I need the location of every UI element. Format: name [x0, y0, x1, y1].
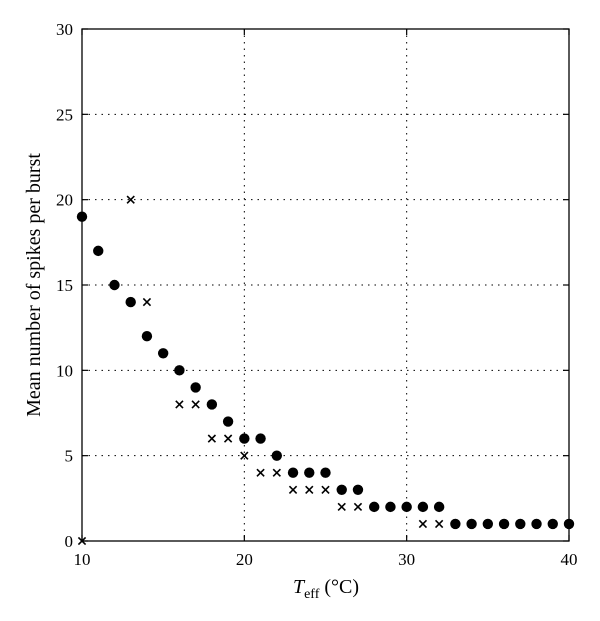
y-tick-label: 30	[56, 20, 73, 39]
y-tick-label: 5	[65, 447, 74, 466]
data-point-circle	[222, 416, 234, 427]
x-axis-label-symbol: T	[293, 576, 306, 598]
x-axis-label: Teff (°C)	[293, 576, 359, 602]
data-point-circle	[320, 467, 331, 478]
y-tick-label: 10	[56, 361, 73, 380]
data-point-circle	[76, 211, 88, 222]
data-point-circle	[125, 296, 136, 308]
data-point-circle	[369, 501, 380, 513]
plot-frame	[81, 28, 570, 542]
data-point-circle	[190, 382, 201, 393]
data-point-cross	[353, 502, 363, 512]
data-point-cross	[272, 468, 281, 477]
data-point-cross	[418, 519, 428, 529]
data-point-cross	[240, 451, 249, 460]
y-axis-label: Mean number of spikes per burst	[23, 153, 45, 417]
data-point-circle	[174, 365, 185, 376]
x-axis-label-unit: (°C)	[319, 576, 359, 598]
data-point-circle	[482, 518, 494, 530]
grid-lines	[82, 29, 569, 541]
data-point-cross	[223, 434, 233, 443]
y-tick-label: 15	[56, 276, 73, 295]
data-point-cross	[434, 519, 444, 529]
data-point-cross	[191, 400, 200, 409]
data-point-circle	[563, 518, 575, 530]
data-point-cross	[142, 297, 152, 307]
y-tick-label: 0	[65, 532, 74, 551]
data-point-circle	[271, 450, 282, 461]
data-point-circle	[417, 501, 429, 513]
data-point-circle	[109, 279, 120, 291]
data-point-circle	[352, 484, 364, 495]
tick-labels: 10 20 30 40 0 5 10 15 20 25 30	[56, 20, 578, 569]
y-tick-label: 25	[56, 105, 73, 124]
data-point-circle	[157, 348, 169, 359]
data-point-circle	[304, 467, 315, 478]
data-point-circle	[141, 331, 153, 342]
x-axis-label-subscript: eff	[304, 587, 320, 602]
x-tick-label: 40	[561, 550, 578, 569]
data-point-circle	[287, 467, 299, 478]
data-point-circle	[93, 245, 104, 257]
data-point-circle	[531, 518, 542, 530]
axis-ticks	[81, 28, 570, 542]
x-tick-label: 30	[398, 550, 415, 569]
data-point-cross	[77, 536, 87, 546]
x-tick-label: 20	[236, 550, 253, 569]
data-point-circle	[255, 433, 266, 444]
data-point-cross	[126, 195, 135, 204]
data-point-circle	[466, 518, 477, 530]
data-point-circle	[547, 518, 558, 530]
data-point-cross	[175, 400, 184, 409]
data-point-cross	[305, 485, 314, 494]
y-tick-label: 20	[56, 191, 73, 210]
data-point-cross	[321, 485, 330, 494]
data-point-circle	[433, 501, 445, 513]
data-point-circle	[401, 501, 412, 513]
data-marks	[76, 195, 575, 546]
data-point-cross	[256, 468, 265, 477]
data-point-circle	[239, 433, 250, 444]
data-point-circle	[515, 518, 526, 530]
x-tick-label: 10	[74, 550, 91, 569]
data-point-circle	[385, 501, 396, 513]
data-point-cross	[337, 502, 346, 512]
data-point-circle	[450, 518, 461, 530]
data-point-cross	[288, 485, 298, 494]
data-point-circle	[498, 518, 510, 530]
data-point-cross	[207, 434, 217, 443]
data-point-circle	[336, 484, 347, 495]
data-point-circle	[206, 399, 218, 410]
